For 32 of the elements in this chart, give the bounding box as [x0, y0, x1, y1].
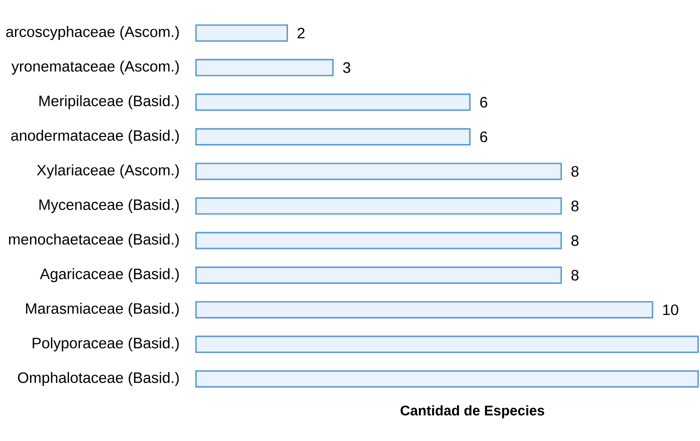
- data-label: 8: [571, 200, 578, 212]
- y-tick-label: Agaricaceae (Basid.): [40, 268, 179, 282]
- y-tick-label: anodermataceae (Basid.): [11, 130, 179, 144]
- bar: [195, 94, 471, 111]
- y-tick-label: yronemataceae (Ascom.): [11, 60, 179, 75]
- y-tick-label: Polyporaceae (Basid.): [32, 337, 179, 352]
- bar: [195, 301, 654, 318]
- x-axis-title: Cantidad de Especies: [400, 405, 544, 418]
- bar: [195, 266, 562, 284]
- y-tick-label: menochaetaceae (Basid.): [9, 234, 179, 248]
- bar: [195, 197, 562, 215]
- bar: [195, 128, 471, 146]
- data-label: 2: [298, 28, 305, 38]
- data-label: 3: [343, 62, 350, 73]
- bar: [195, 336, 699, 354]
- y-tick-label: arcoscyphaceae (Ascom.): [6, 26, 179, 40]
- bar: [195, 370, 699, 388]
- bar: [195, 162, 562, 180]
- data-label: 8: [571, 166, 578, 177]
- data-label: 8: [571, 270, 578, 281]
- bar: [195, 232, 562, 250]
- y-tick-label: Marasmiaceae (Basid.): [26, 302, 179, 317]
- y-tick-label: Mycenaceae (Basid.): [39, 198, 179, 214]
- bar: [195, 58, 334, 76]
- bar: [195, 24, 288, 42]
- y-tick-label: Xylariaceae (Ascom.): [36, 164, 179, 178]
- data-label: 6: [480, 131, 488, 142]
- data-label: 10: [663, 304, 678, 316]
- data-label: 6: [480, 96, 488, 108]
- y-tick-label: Meripilaceae (Basid.): [39, 95, 179, 110]
- y-tick-label: Omphalotaceae (Basid.): [18, 372, 179, 386]
- data-label: 8: [571, 235, 578, 246]
